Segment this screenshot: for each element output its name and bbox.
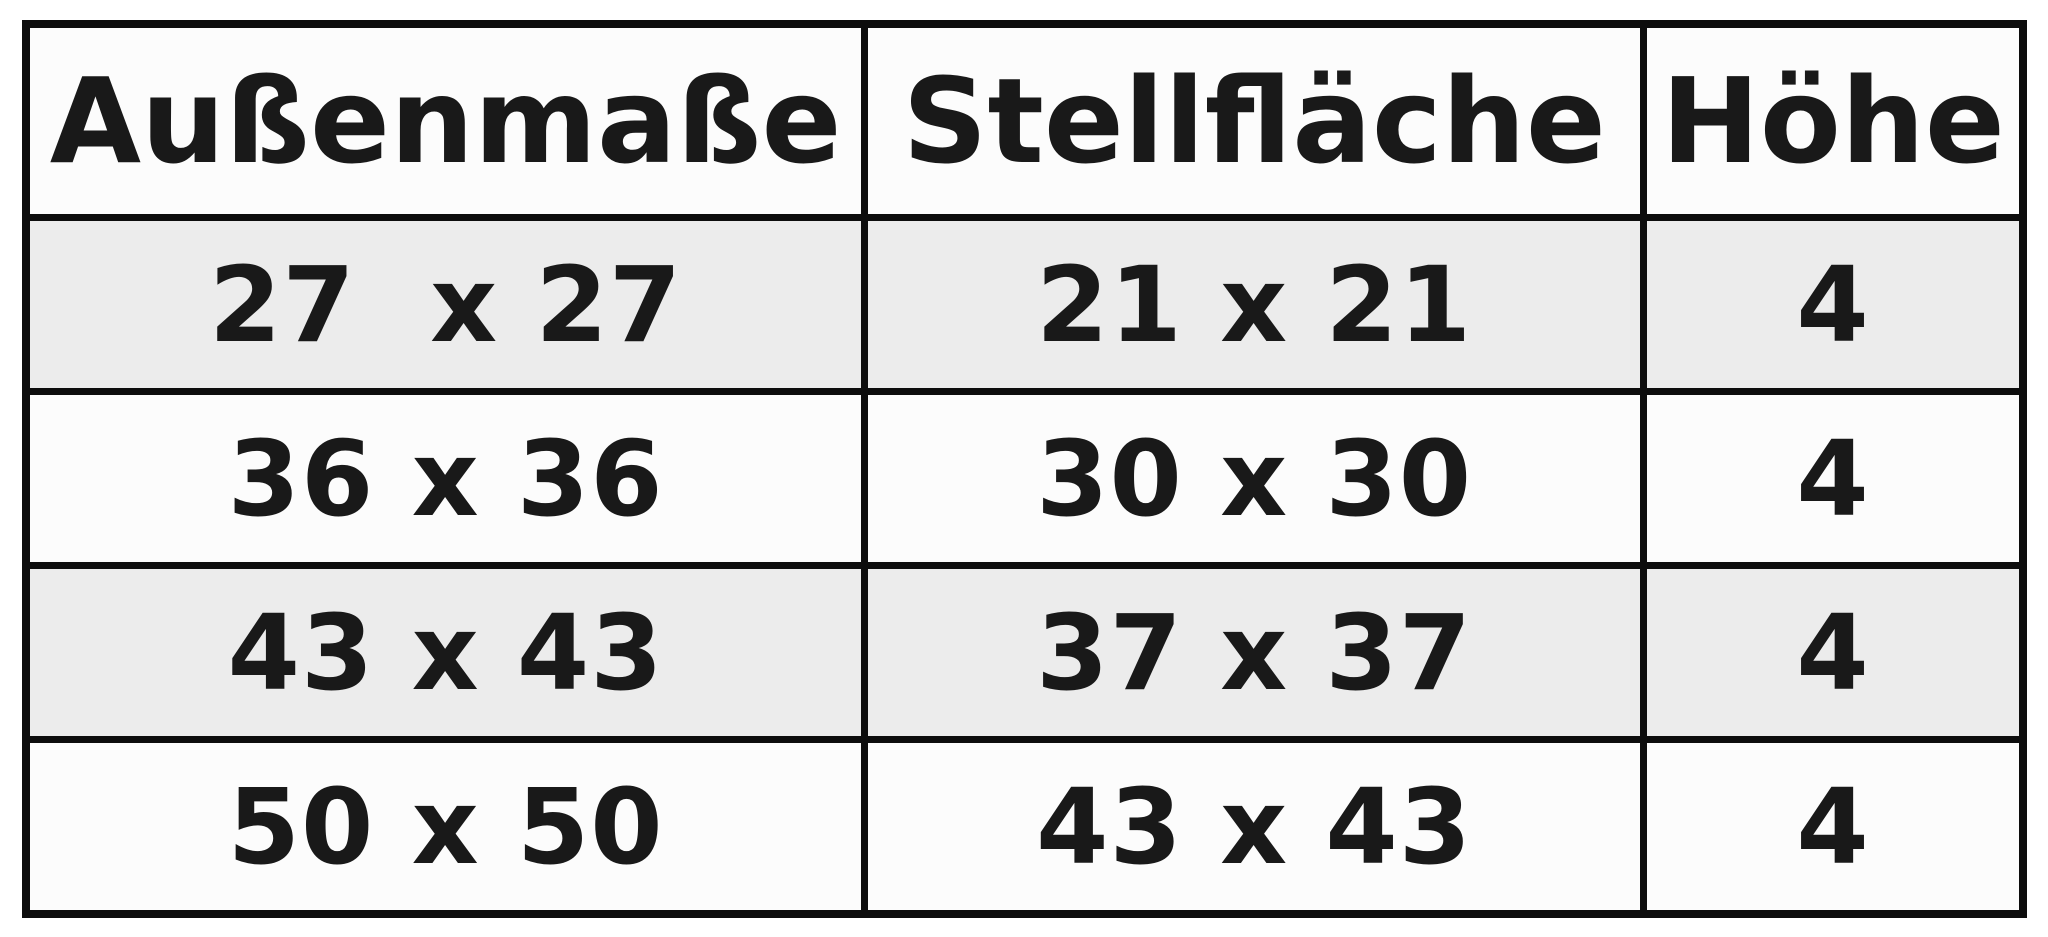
table-row: 43 x 43 37 x 37 4 bbox=[22, 562, 2027, 743]
cell-aussenmasse: 36 x 36 bbox=[22, 388, 869, 569]
header-row: Außenmaße Stellfläche Höhe bbox=[22, 20, 2027, 221]
cell-hoehe: 4 bbox=[1640, 736, 2027, 918]
table-row: 36 x 36 30 x 30 4 bbox=[22, 388, 2027, 569]
table-row: 27 x 27 21 x 21 4 bbox=[22, 214, 2027, 395]
column-header-aussenmasse: Außenmaße bbox=[22, 20, 869, 221]
cell-aussenmasse: 50 x 50 bbox=[22, 736, 869, 918]
column-header-stellflaeche: Stellfläche bbox=[861, 20, 1648, 221]
cell-aussenmasse: 27 x 27 bbox=[22, 214, 869, 395]
column-header-hoehe: Höhe bbox=[1640, 20, 2027, 221]
cell-stellflaeche: 43 x 43 bbox=[861, 736, 1648, 918]
cell-aussenmasse: 43 x 43 bbox=[22, 562, 869, 743]
cell-hoehe: 4 bbox=[1640, 214, 2027, 395]
cell-hoehe: 4 bbox=[1640, 562, 2027, 743]
cell-stellflaeche: 37 x 37 bbox=[861, 562, 1648, 743]
cell-stellflaeche: 21 x 21 bbox=[861, 214, 1648, 395]
cell-stellflaeche: 30 x 30 bbox=[861, 388, 1648, 569]
cell-hoehe: 4 bbox=[1640, 388, 2027, 569]
dimensions-table: Außenmaße Stellfläche Höhe 27 x 27 21 x … bbox=[22, 20, 2027, 918]
table-row: 50 x 50 43 x 43 4 bbox=[22, 736, 2027, 918]
